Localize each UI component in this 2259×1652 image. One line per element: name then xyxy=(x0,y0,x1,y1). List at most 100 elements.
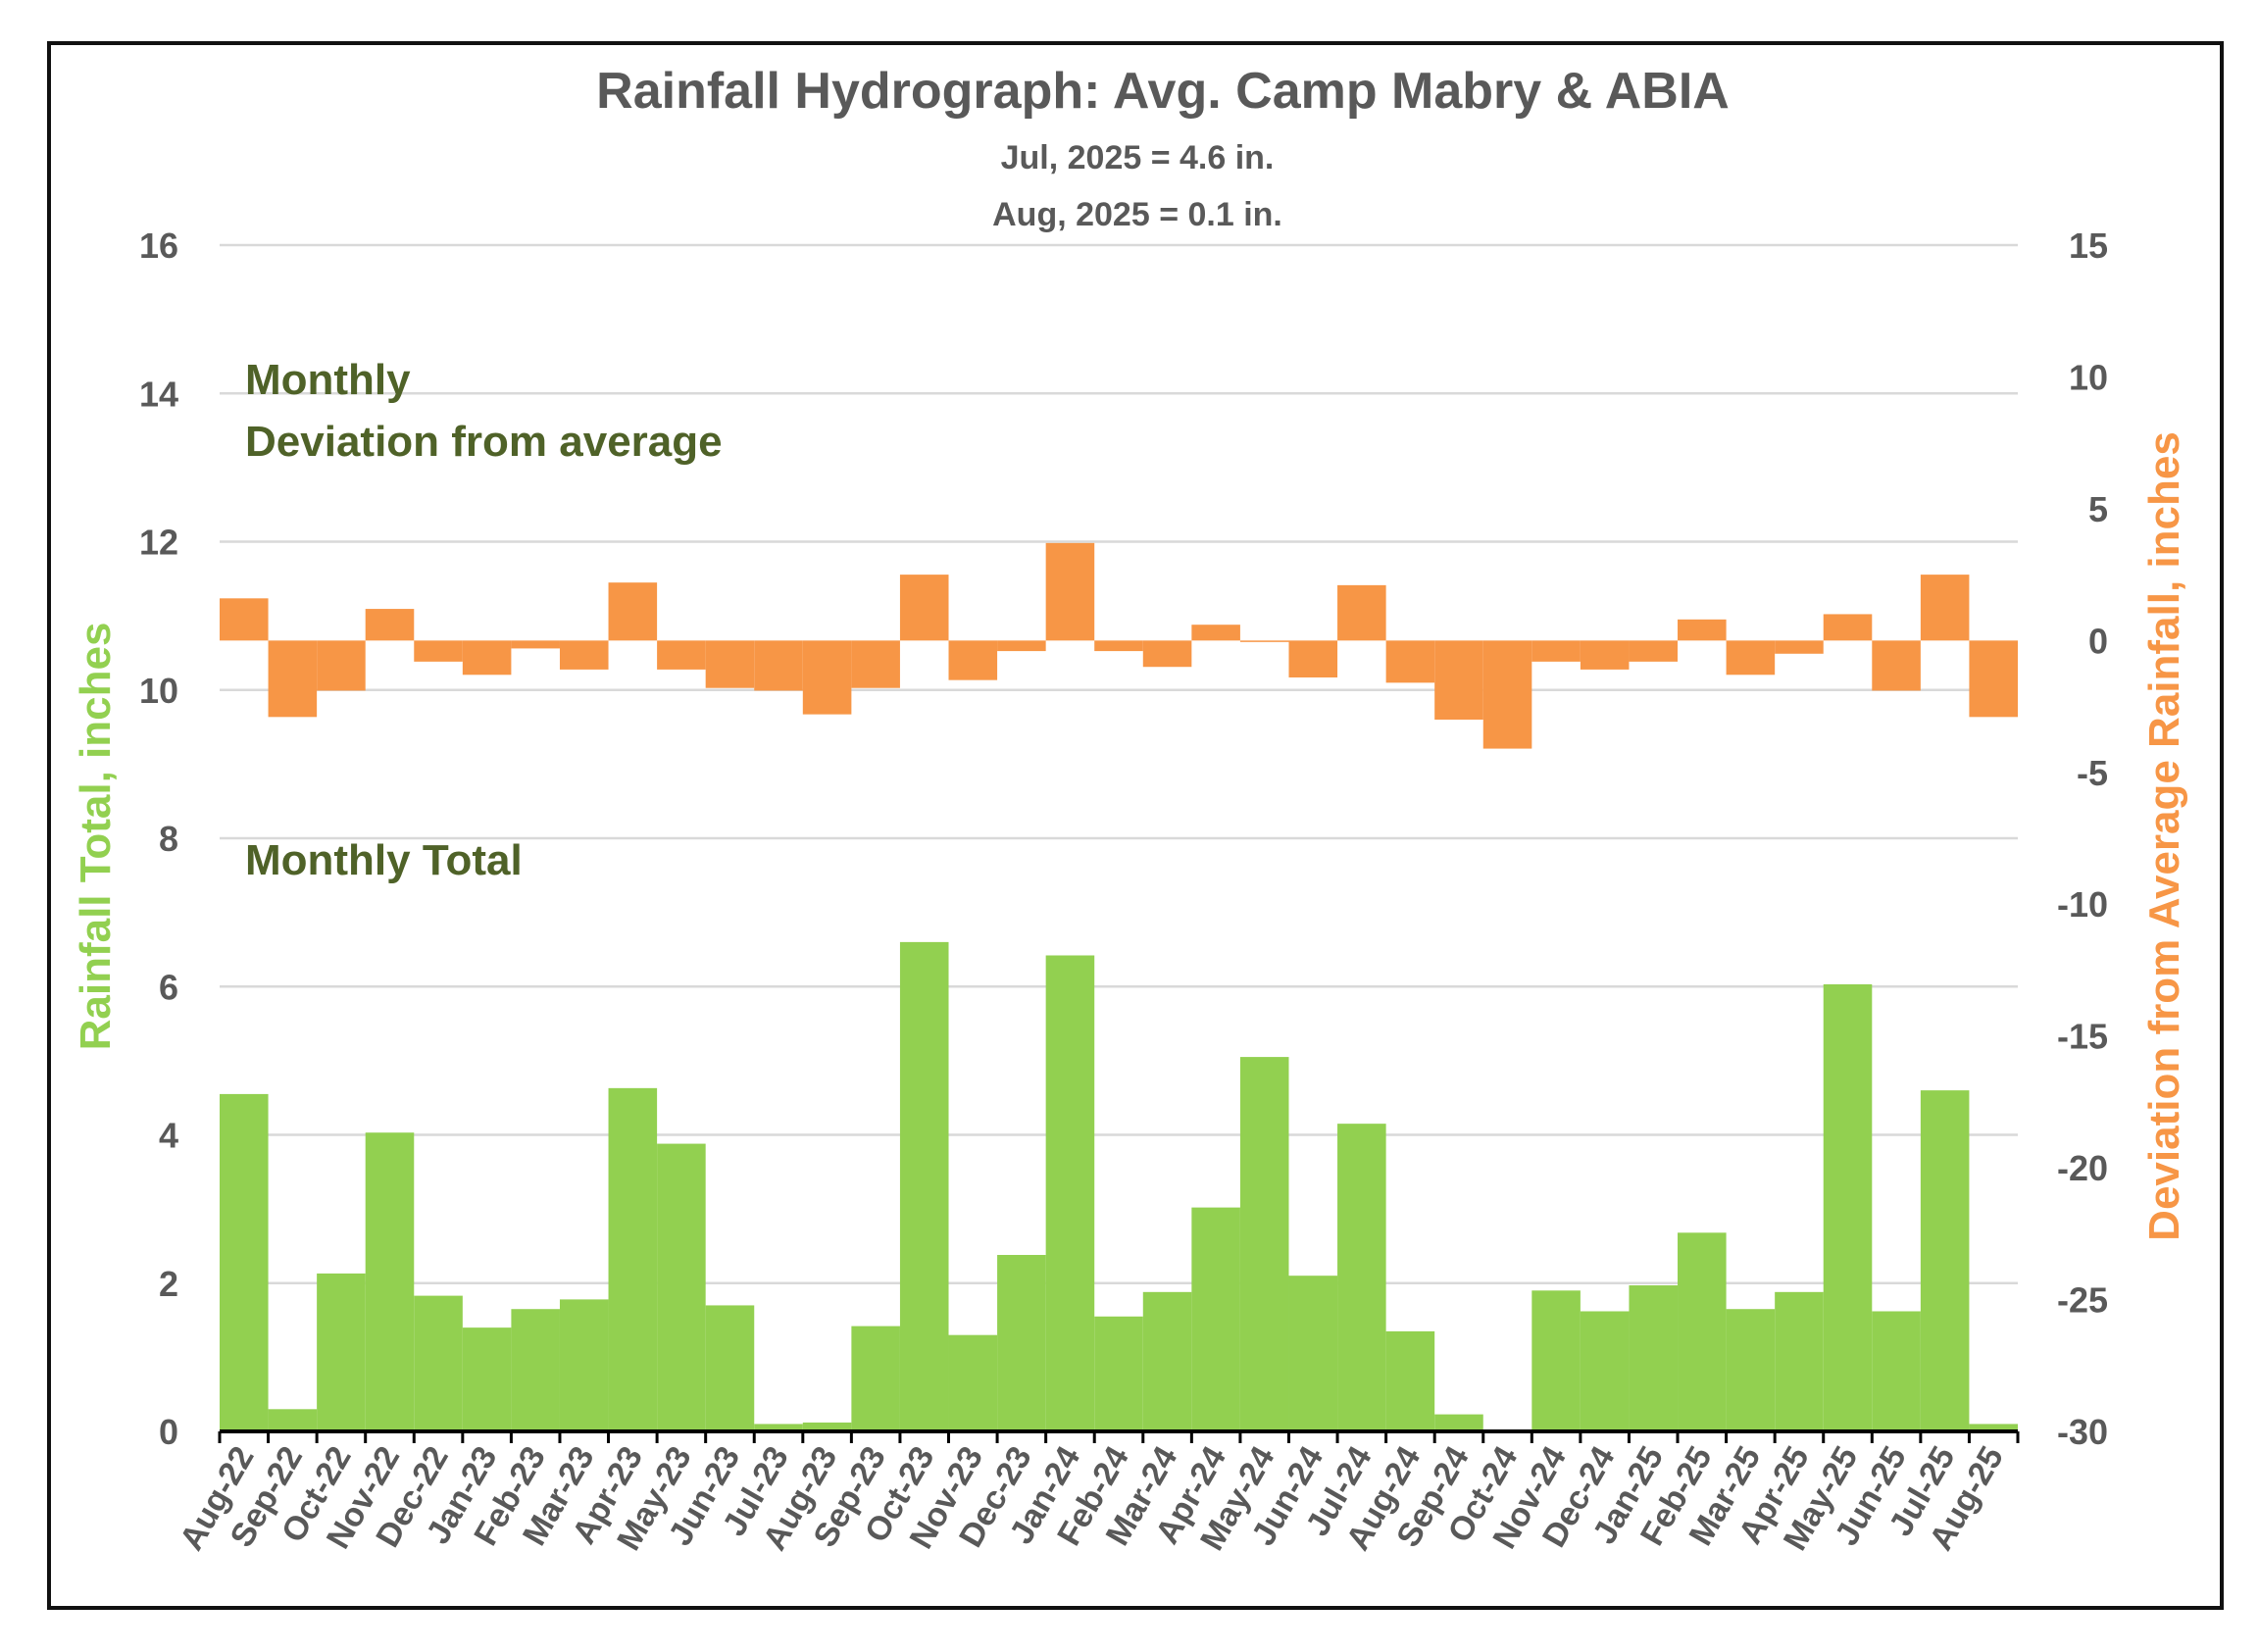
deviation-bar-May-23 xyxy=(657,640,706,670)
deviation-bar-Apr-24 xyxy=(1191,625,1240,641)
y-right-tick-0: 0 xyxy=(2088,621,2108,661)
y-left-tick-12: 12 xyxy=(139,523,178,563)
x-axis-ticks: Aug-22Sep-22Oct-22Nov-22Dec-22Jan-23Feb-… xyxy=(173,1440,2011,1557)
deviation-bar-Feb-25 xyxy=(1678,619,1727,641)
total-bar-Apr-25 xyxy=(1775,1291,1824,1431)
chart-subtitle-2: Aug, 2025 = 0.1 in. xyxy=(992,196,1282,233)
total-bar-Dec-22 xyxy=(414,1295,463,1431)
deviation-bar-Aug-24 xyxy=(1385,640,1435,683)
deviation-bar-Apr-23 xyxy=(608,582,658,641)
total-bars xyxy=(220,941,2018,1431)
total-bar-Oct-22 xyxy=(317,1273,366,1431)
total-bar-Feb-24 xyxy=(1094,1316,1143,1431)
chart-subtitle-1: Jul, 2025 = 4.6 in. xyxy=(1001,139,1275,176)
deviation-bar-Jan-25 xyxy=(1629,640,1679,662)
deviation-bar-Oct-24 xyxy=(1482,640,1532,749)
annotation-deviation-1: Monthly xyxy=(245,356,411,404)
deviation-bar-Mar-23 xyxy=(559,640,609,670)
y-axis-right-label: Deviation from Average Rainfall, inches xyxy=(2140,431,2188,1241)
deviation-bar-Dec-23 xyxy=(997,640,1046,652)
deviation-bar-Sep-24 xyxy=(1434,640,1483,720)
y-right-tick--10: -10 xyxy=(2057,884,2108,925)
total-bar-Feb-25 xyxy=(1678,1232,1727,1431)
y-right-tick--15: -15 xyxy=(2057,1017,2108,1057)
deviation-bar-May-25 xyxy=(1823,614,1873,641)
y-axis-left-label: Rainfall Total, inches xyxy=(72,623,120,1051)
total-bar-Mar-25 xyxy=(1726,1309,1776,1431)
deviation-bar-Jun-24 xyxy=(1288,640,1338,677)
total-bar-Jul-23 xyxy=(754,1424,803,1431)
deviation-bar-Feb-23 xyxy=(511,640,560,649)
deviation-bar-Nov-24 xyxy=(1531,640,1581,662)
total-bar-Sep-24 xyxy=(1434,1414,1483,1431)
deviation-bar-Jan-23 xyxy=(462,640,512,676)
total-bar-Aug-24 xyxy=(1385,1330,1435,1431)
y-left-tick-4: 4 xyxy=(159,1116,178,1156)
total-bar-May-25 xyxy=(1823,983,1873,1431)
deviation-bar-Nov-23 xyxy=(948,640,998,680)
deviation-bar-Jun-23 xyxy=(705,640,755,688)
total-bar-Sep-22 xyxy=(268,1409,318,1431)
total-bar-Jun-25 xyxy=(1872,1311,1921,1431)
y-right-tick--20: -20 xyxy=(2057,1148,2108,1188)
y-right-tick--5: -5 xyxy=(2077,753,2108,793)
total-bar-Dec-24 xyxy=(1580,1311,1630,1431)
deviation-bar-May-24 xyxy=(1239,640,1289,642)
total-bar-Feb-23 xyxy=(511,1309,560,1431)
deviation-bar-Jan-24 xyxy=(1045,542,1095,641)
y-left-tick-10: 10 xyxy=(139,671,178,711)
deviation-bar-Dec-22 xyxy=(414,640,463,662)
total-bar-Jan-25 xyxy=(1629,1285,1679,1431)
y-right-tick-5: 5 xyxy=(2088,489,2108,529)
deviation-bar-Mar-24 xyxy=(1142,640,1192,668)
y-right-tick-15: 15 xyxy=(2069,225,2108,266)
annotation-deviation-2: Deviation from average xyxy=(245,418,723,466)
grid-lines xyxy=(220,243,2018,1284)
deviation-bar-Aug-22 xyxy=(220,598,269,641)
deviation-bar-Feb-24 xyxy=(1094,640,1143,652)
y-left-tick-14: 14 xyxy=(139,374,178,414)
deviation-bar-Mar-25 xyxy=(1726,640,1776,676)
deviation-bar-Sep-23 xyxy=(851,640,900,688)
y-left-tick-8: 8 xyxy=(159,819,178,859)
total-bar-Aug-22 xyxy=(220,1093,269,1431)
total-bar-Jun-24 xyxy=(1288,1276,1338,1431)
deviation-bar-Dec-24 xyxy=(1580,640,1630,670)
total-bar-Aug-23 xyxy=(802,1422,852,1431)
total-bar-Aug-25 xyxy=(1969,1424,2018,1431)
y-axis-right-ticks: -30 -25 -20 -15 -10 -5 0 5 10 15 xyxy=(2057,225,2108,1452)
x-axis xyxy=(218,1429,2020,1443)
total-bar-Jun-23 xyxy=(705,1305,755,1431)
deviation-bar-Aug-25 xyxy=(1969,640,2018,718)
y-right-tick--30: -30 xyxy=(2057,1412,2108,1452)
total-bar-May-23 xyxy=(657,1143,706,1431)
total-bar-Mar-24 xyxy=(1142,1291,1192,1431)
total-bar-Nov-22 xyxy=(365,1132,415,1431)
y-left-tick-2: 2 xyxy=(159,1264,178,1304)
total-bar-Nov-23 xyxy=(948,1334,998,1431)
deviation-bar-Oct-22 xyxy=(317,640,366,691)
total-bar-Jul-25 xyxy=(1920,1090,1970,1431)
chart-title: Rainfall Hydrograph: Avg. Camp Mabry & A… xyxy=(596,63,1730,120)
total-bar-Nov-24 xyxy=(1531,1290,1581,1431)
total-bar-Jan-24 xyxy=(1045,955,1095,1431)
deviation-bars xyxy=(220,542,2018,749)
deviation-bar-Sep-22 xyxy=(268,640,318,718)
total-bar-Sep-23 xyxy=(851,1326,900,1431)
y-right-tick--25: -25 xyxy=(2057,1280,2108,1321)
total-bar-Jan-23 xyxy=(462,1327,512,1431)
total-bar-Oct-23 xyxy=(899,941,949,1431)
deviation-bar-Jul-25 xyxy=(1920,575,1970,641)
deviation-bar-Nov-22 xyxy=(365,609,415,641)
deviation-bar-Aug-23 xyxy=(802,640,852,715)
deviation-bar-Jul-23 xyxy=(754,640,803,691)
annotation-total: Monthly Total xyxy=(245,836,523,884)
deviation-bar-Jun-25 xyxy=(1872,640,1921,691)
total-bar-Jul-24 xyxy=(1337,1124,1386,1431)
deviation-bar-Apr-25 xyxy=(1775,640,1824,654)
y-left-tick-0: 0 xyxy=(159,1412,178,1452)
total-bar-Dec-23 xyxy=(997,1255,1046,1431)
y-left-tick-16: 16 xyxy=(139,225,178,266)
total-bar-May-24 xyxy=(1239,1057,1289,1431)
